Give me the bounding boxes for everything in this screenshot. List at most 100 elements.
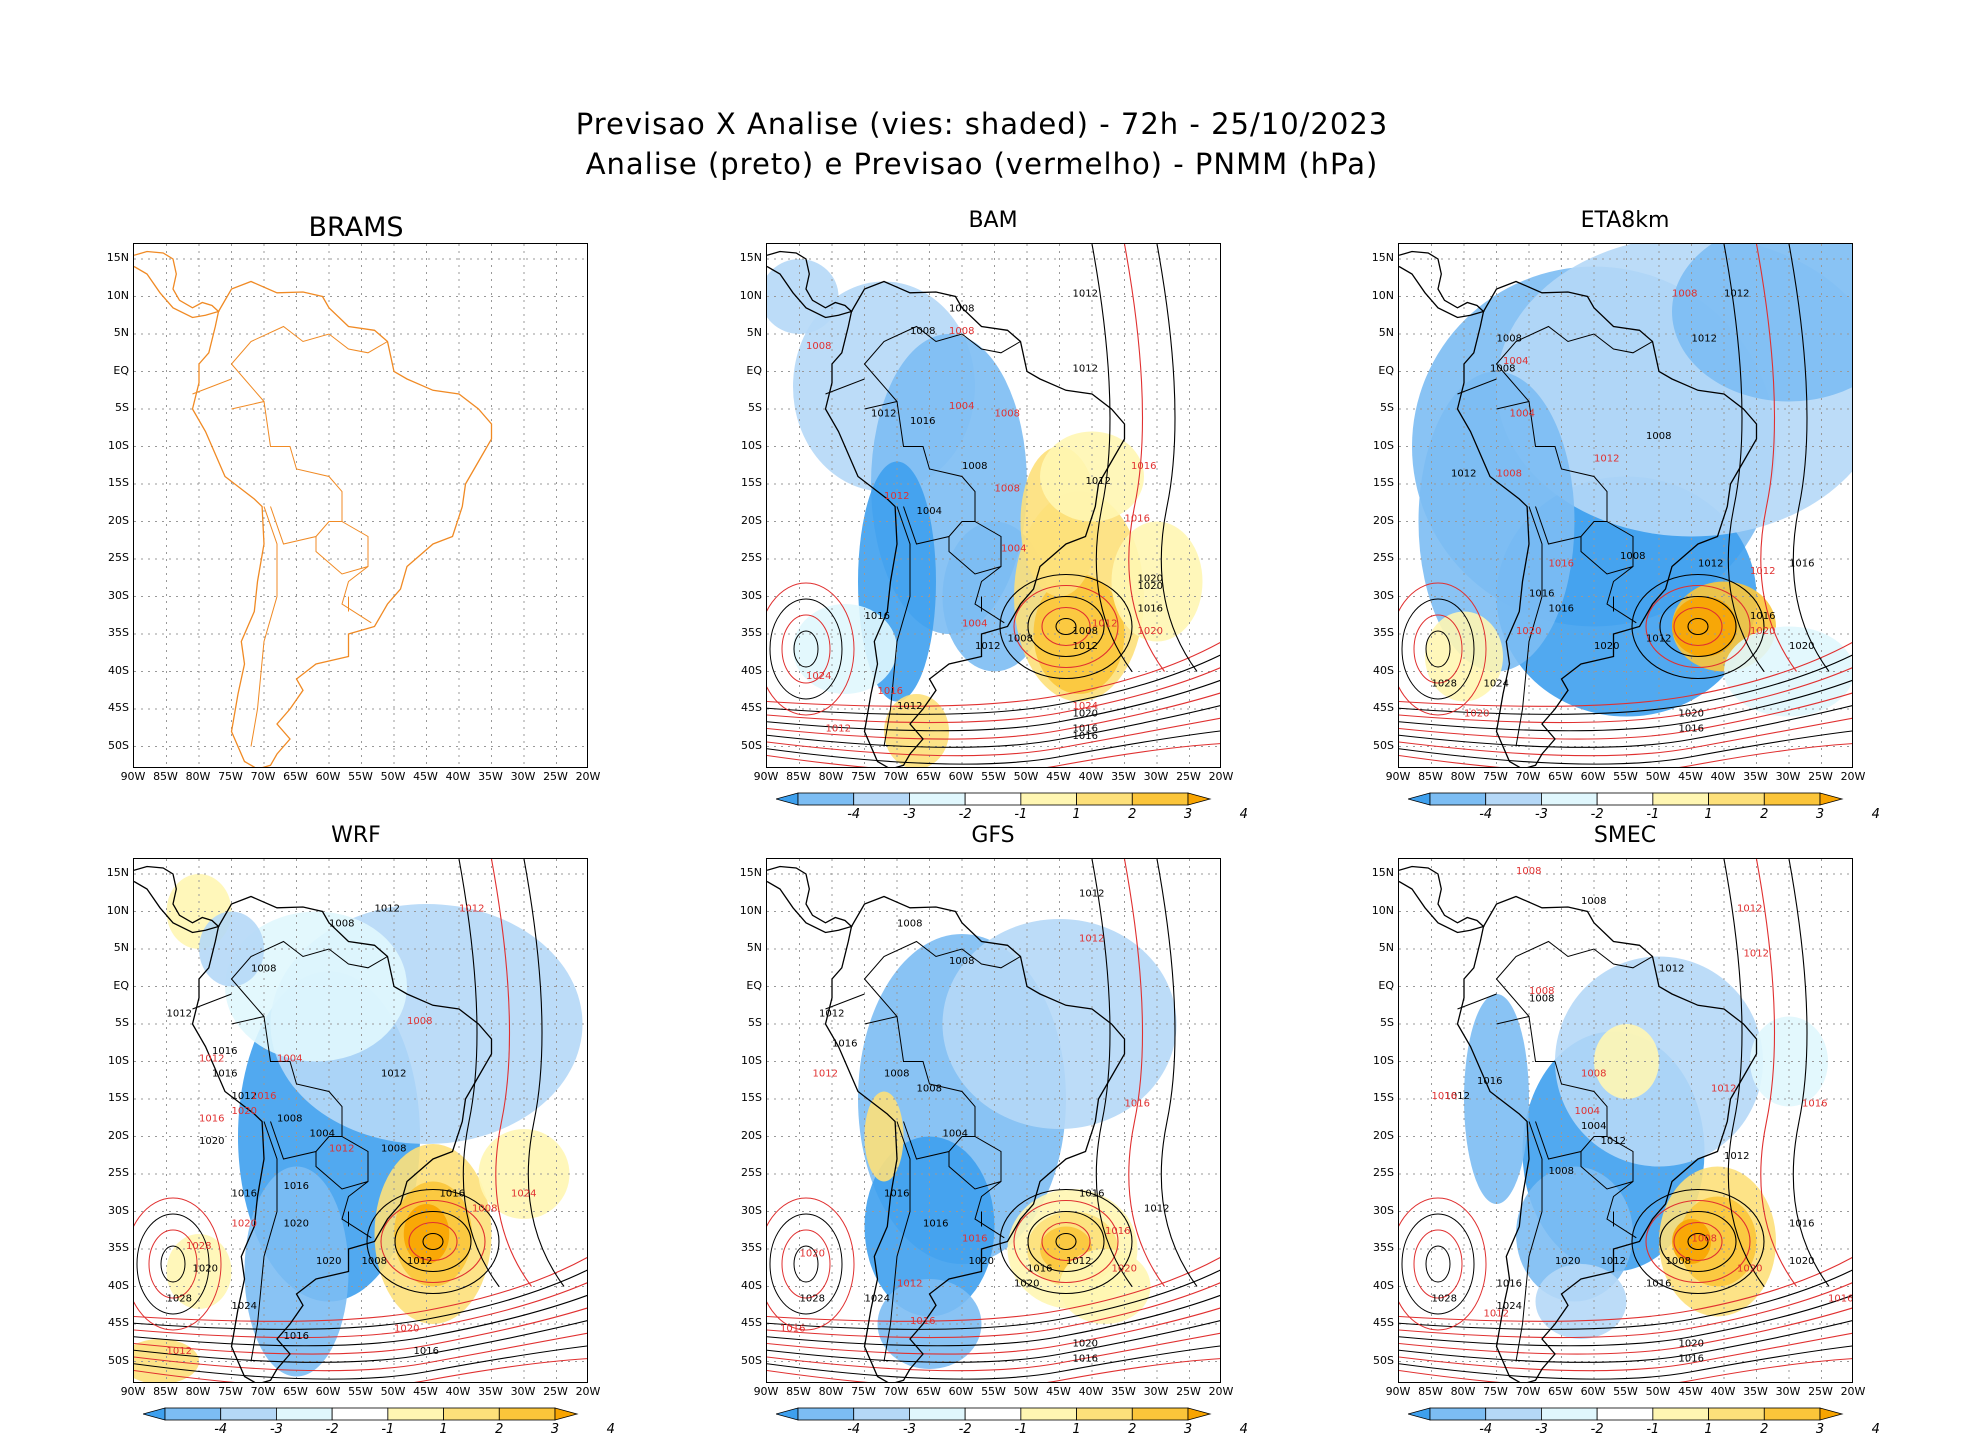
coastline [134,250,493,767]
x-tick-label: 55W [981,1385,1006,1398]
analysis-contour-label: 1016 [1079,1189,1104,1200]
forecast-contour-label: 1020 [1516,626,1541,637]
y-tick-label: 20S [741,1128,762,1142]
x-tick-label: 60W [315,1385,341,1398]
forecast-isobar [1399,1256,1852,1322]
analysis-contour-label: 1016 [232,1189,257,1200]
low-pressure-isobar [380,1199,486,1284]
colorbar-label: -3 [902,1422,916,1437]
map-gfs: 1012 1008 1008 1012 1016 1008 1008 1004 1016 1016… [766,858,1221,1383]
analysis-contour-label: 1020 [969,1256,994,1267]
map-grid [1399,244,1852,767]
forecast-contour-label: 1016 [780,1324,805,1335]
high-pressure-isobar [1413,614,1463,684]
analysis-contour-label: 1016 [1027,1264,1052,1275]
colorbar-segment [1596,792,1654,806]
high-pressure-isobar [1399,1197,1487,1331]
colorbar-segment [1541,792,1598,806]
analysis-contour-label: 1012 [232,1091,257,1102]
analysis-contour-label: 1012 [819,1009,844,1020]
analysis-contour-label: 1008 [1646,431,1671,442]
low-pressure-isobar [366,1188,500,1295]
forecast-isobar [767,1256,1220,1322]
colorbar-label: -3 [1534,1422,1548,1437]
colorbar-label: -1 [1646,1422,1660,1437]
low-pressure-isobar [1645,1199,1751,1284]
colorbar-label: -4 [1479,807,1493,822]
analysis-contour-label: 1028 [800,1294,825,1305]
colorbar-label: 2 [1760,1422,1769,1437]
y-tick-label: 35S [108,626,129,639]
forecast-contour-label: 1008 [1516,866,1541,877]
analysis-isobar [1091,859,1133,1287]
y-tick-label: EQ [113,978,129,992]
bias-area [244,1166,349,1377]
colorbar-label: 2 [1128,807,1137,822]
forecast-contour-label: 1008 [472,1204,497,1215]
analysis-isobar [1399,705,1852,748]
forecast-isobar [1399,717,1852,757]
colorbar-label: -2 [325,1422,339,1437]
x-tick-label: 75W [1483,1385,1508,1398]
y-tick-label: 45S [1373,1316,1394,1329]
analysis-contour-label: 1008 [1529,994,1554,1005]
high-pressure-isobar [767,582,855,716]
analysis-contour-label: 1020 [1594,641,1619,652]
x-tick-label: 80W [818,1385,844,1398]
low-pressure-isobar [422,1232,444,1251]
y-tick-label: 30S [108,588,129,602]
analysis-contour-label: 1008 [1620,551,1645,562]
y-tick-label: 5N [746,326,762,339]
y-tick-label: 45S [741,1316,762,1329]
colorbar-label: 3 [550,1422,560,1437]
y-tick-label: 40S [1373,663,1394,677]
forecast-isobar [767,717,1220,757]
y-tick-label: EQ [746,978,762,992]
forecast-contour-label: 1020 [1112,1264,1137,1275]
x-tick-label: 70W [1515,770,1541,783]
analysis-contour-label: 1028 [1432,679,1457,690]
panel-title-bam: BAM [968,208,1018,233]
x-tick-label: 55W [1613,770,1638,783]
colorbar-segment [1020,1407,1077,1421]
y-tick-label: 15S [1373,1091,1394,1104]
colorbar-segment [1652,792,1709,806]
colorbar-label: -1 [1014,807,1028,822]
x-tick-label: 90W [1385,770,1411,783]
x-tick-label: 60W [1580,770,1606,783]
analysis-contour-label: 1016 [1789,559,1814,570]
x-tick-label: 50W [1645,1385,1671,1398]
bias-area [942,919,1177,1129]
y-tick-label: 20S [108,513,129,527]
analysis-contour-label: 1012 [1601,1256,1626,1267]
x-tick-label: 55W [348,770,373,783]
low-pressure-isobar [1631,1188,1765,1295]
forecast-contour-label: 1020 [1750,626,1775,637]
forecast-contour-label: 1012 [897,1279,922,1290]
y-tick-label: 50S [1373,738,1394,752]
analysis-contour-label: 1016 [440,1189,465,1200]
y-tick-label: 5S [748,401,762,414]
y-tick-label: 15S [108,476,129,489]
colorbar-smec: -4 -3 -2 -1 1 2 3 4 [1408,1407,1880,1453]
x-tick-label: 85W [1418,770,1443,783]
analysis-isobar [1788,244,1830,672]
forecast-isobar [134,1332,587,1372]
forecast-isobar [767,1307,1220,1355]
forecast-contour-label: 1016 [1125,1099,1150,1110]
map-wrf: 1012 1008 1008 1012 1016 1016 1020 1008 1004 1012… [133,858,588,1383]
analysis-contour-label: 1008 [362,1256,387,1267]
y-tick-label: 10S [108,438,129,452]
colorbar-segment [964,1407,1022,1421]
colorbar-segment [1187,1407,1212,1421]
bias-shading [1412,244,1852,717]
analysis-contour-label: 1012 [1073,364,1098,375]
y-tick-label: 10S [741,1053,762,1067]
analysis-contour-label: 1008 [962,461,987,472]
country-borders [825,325,1021,747]
forecast-contour-label: 1016 [910,1316,935,1327]
analysis-contour-label: 1024 [1497,1301,1522,1312]
high-pressure-isobar [769,1213,843,1315]
x-tick-label: 50W [1013,770,1039,783]
forecast-contour-label: 1004 [949,401,974,412]
